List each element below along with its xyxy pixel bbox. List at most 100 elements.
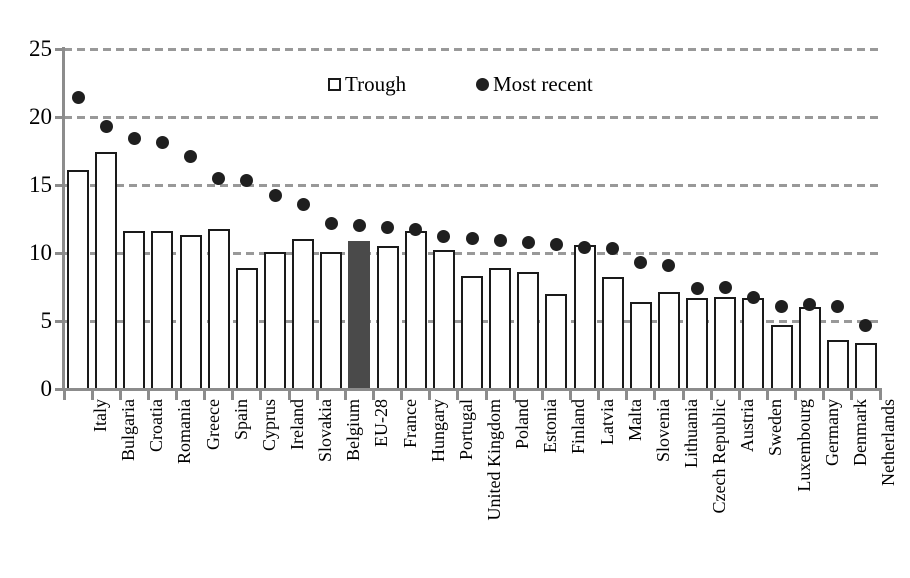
gridline-y-25 [64,47,883,51]
y-axis-label-25: 25 [29,36,52,61]
trough-bar-Austria [714,297,736,389]
x-axis-label-Romania: Romania [174,399,194,464]
x-axis-label-Italy: Italy [90,399,110,432]
trough-bar-Croatia [123,231,145,389]
x-axis-tick [794,390,798,400]
x-axis-label-Germany: Germany [822,399,842,466]
trough-bar-Sweden [742,298,764,389]
x-axis-label-Spain: Spain [231,399,251,441]
y-axis-label-10: 10 [29,240,52,265]
most-recent-dot-Croatia [127,132,141,146]
x-axis-label-Lithuania: Lithuania [681,399,701,468]
x-axis-tick [765,390,769,400]
trough-bar-Slovakia [292,239,314,389]
trough-bar-Denmark [827,340,849,389]
x-axis-tick [146,390,150,400]
most-recent-dot-Germany [803,298,817,312]
x-axis-label-Estonia: Estonia [540,399,560,453]
x-axis-tick [625,390,629,400]
y-axis-tick-15 [55,183,64,187]
trough-bar-Cyprus [236,268,258,389]
x-axis-tick [653,390,657,400]
most-recent-dot-Spain [212,171,226,185]
x-axis-tick [709,390,713,400]
x-axis-label-Ireland: Ireland [287,399,307,450]
x-axis-tick [540,390,544,400]
legend-item-trough: Trough [328,72,406,96]
x-axis-tick [118,390,122,400]
y-axis-tick-20 [55,115,64,119]
trough-bar-Portugal [433,250,455,389]
x-axis-label-Greece: Greece [203,399,223,450]
most-recent-dot-Slovakia [296,197,310,211]
most-recent-dot-Netherlands [859,318,873,332]
trough-bar-Latvia [574,245,596,389]
x-axis-tick [400,390,404,400]
most-recent-dot-Bulgaria [99,120,113,134]
most-recent-dot-Slovenia [634,256,648,270]
trough-bar-Romania [151,231,173,389]
x-axis-tick [681,390,685,400]
most-recent-dot-Italy [71,91,85,105]
x-axis-label-Croatia: Croatia [146,399,166,452]
most-recent-dot-Romania [155,136,169,150]
x-axis-label-France: France [400,399,420,448]
x-axis-tick [878,390,882,400]
trough-bar-Ireland [264,252,286,389]
x-axis-tick [315,390,319,400]
trough-bar-Lithuania [658,292,680,389]
trough-bar-United Kingdom [461,276,483,389]
most-recent-dot-Ireland [268,189,282,203]
most-recent-dot-Estonia [521,235,535,249]
most-recent-dot-Denmark [831,299,845,313]
most-recent-dot-Poland [493,234,507,248]
x-axis-tick [343,390,347,400]
most-recent-dot-Luxembourg [775,299,789,313]
x-axis-label-Slovakia: Slovakia [315,399,335,462]
trough-bar-Hungary [405,231,427,389]
most-recent-dot-Malta [606,242,620,256]
most-recent-dot-EU-28 [352,219,366,233]
trough-bar-Belgium [320,252,342,389]
trough-bar-Greece [180,235,202,389]
most-recent-dot-United Kingdom [465,231,479,245]
gridline-y-15 [64,183,883,187]
x-axis-tick [175,390,179,400]
x-axis-label-Poland: Poland [512,399,532,450]
x-axis-label-Malta: Malta [625,399,645,441]
x-axis-label-Finland: Finland [568,399,588,455]
most-recent-dot-Finland [549,238,563,252]
x-axis-tick [568,390,572,400]
trough-bar-Italy [67,170,89,389]
most-recent-dot-Portugal [437,230,451,244]
x-axis-tick [372,390,376,400]
x-axis-tick [850,390,854,400]
x-axis-tick [737,390,741,400]
trough-bar-Slovenia [630,302,652,389]
trough-bar-Malta [602,277,624,389]
x-axis-label-United Kingdom: United Kingdom [484,399,504,521]
x-axis-label-Luxembourg: Luxembourg [794,399,814,492]
y-axis-tick-5 [55,319,64,323]
gridline-y-10 [64,251,883,255]
y-axis-tick-25 [55,47,64,51]
legend-most-recent-label: Most recent [493,72,593,96]
most-recent-dot-swatch-icon [476,77,489,91]
trough-bar-Czech Republic [686,298,708,389]
trough-bar-Germany [799,307,821,389]
x-axis-label-Portugal: Portugal [456,399,476,460]
x-axis-label-Czech Republic: Czech Republic [709,399,729,514]
most-recent-dot-Austria [718,280,732,294]
most-recent-dot-France [381,220,395,234]
x-axis-label-Bulgaria: Bulgaria [118,399,138,461]
y-axis-label-0: 0 [40,376,53,401]
y-axis-label-5: 5 [40,308,53,333]
trough-bar-Netherlands [855,343,877,389]
most-recent-dot-Belgium [324,216,338,230]
y-axis-label-15: 15 [29,172,52,197]
x-axis-label-Hungary: Hungary [428,399,448,462]
x-axis-tick [259,390,263,400]
x-axis-tick [428,390,432,400]
x-axis-label-EU-28: EU-28 [371,399,391,447]
